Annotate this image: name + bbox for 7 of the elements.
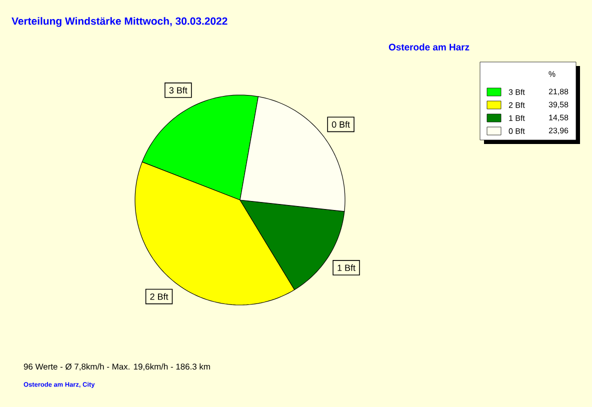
slice-label: 2 Bft xyxy=(150,293,168,300)
chart-subtitle: Osterode am Harz xyxy=(388,44,470,50)
text: 96 Werte - Ø 7,8km/h - Max. 19,6km/h - 186.3 km xyxy=(24,363,210,371)
slice-label: 3 Bft xyxy=(169,86,188,94)
slice-label: 0 Bft xyxy=(332,121,350,128)
slice-label: 1 Bft xyxy=(338,264,356,271)
chart-title: Verteilung Windstärke Mittwoch, 30.03.2022 xyxy=(12,17,228,27)
